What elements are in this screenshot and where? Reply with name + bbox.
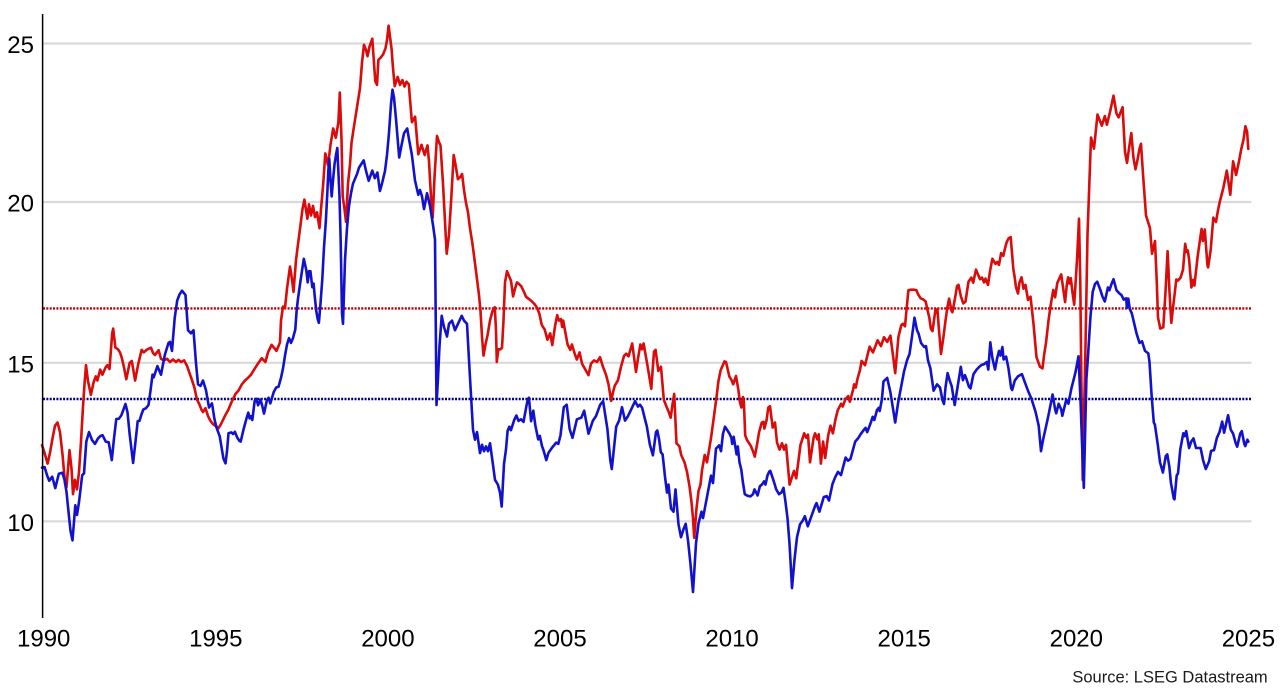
svg-text:25: 25 [7,32,34,59]
svg-text:2000: 2000 [361,626,414,653]
svg-text:20: 20 [7,191,34,218]
svg-text:10: 10 [7,510,34,537]
svg-text:2010: 2010 [705,626,758,653]
svg-text:15: 15 [7,351,34,378]
svg-text:2025: 2025 [1222,626,1275,653]
svg-text:2015: 2015 [878,626,931,653]
svg-text:2005: 2005 [533,626,586,653]
svg-text:1990: 1990 [17,626,70,653]
svg-text:1995: 1995 [189,626,242,653]
svg-text:Source: LSEG Datastream: Source: LSEG Datastream [1072,669,1267,687]
svg-text:2020: 2020 [1050,626,1103,653]
